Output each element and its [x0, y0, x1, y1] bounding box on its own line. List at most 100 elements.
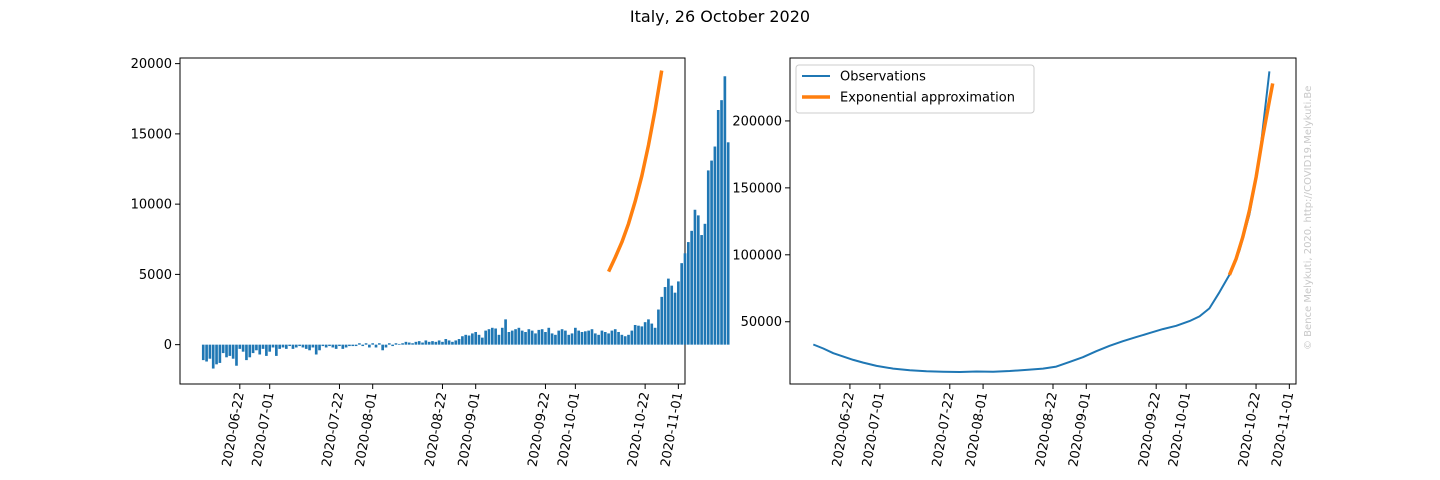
- daily-change-bar: [710, 160, 713, 345]
- daily-change-bar: [560, 329, 564, 345]
- daily-change-bar: [288, 344, 291, 347]
- daily-change-bar: [201, 344, 205, 361]
- daily-change-bar: [451, 341, 454, 345]
- daily-change-bar: [597, 334, 600, 345]
- daily-change-bar: [278, 344, 281, 349]
- daily-change-bar: [231, 344, 235, 359]
- daily-change-bar: [593, 333, 597, 345]
- daily-change-bar: [547, 327, 551, 345]
- daily-change-bar: [500, 327, 504, 345]
- daily-change-bar: [537, 329, 541, 345]
- daily-change-bar: [494, 328, 497, 345]
- daily-change-bar: [364, 343, 368, 345]
- daily-change-bar: [338, 344, 341, 347]
- daily-change-bar: [255, 344, 258, 351]
- daily-change-bar: [431, 341, 434, 345]
- daily-change-bar: [384, 344, 388, 348]
- daily-change-bar: [368, 344, 371, 348]
- daily-change-bar: [371, 343, 375, 345]
- daily-change-bar: [348, 344, 351, 347]
- daily-change-bar: [600, 330, 604, 345]
- daily-change-bar: [378, 343, 381, 345]
- daily-change-bar: [271, 344, 275, 348]
- left-exponential-fit-line: [607, 70, 664, 273]
- daily-change-bar: [427, 341, 431, 345]
- daily-change-bar: [570, 333, 574, 345]
- daily-change-bar: [248, 344, 252, 358]
- daily-change-bar: [550, 333, 554, 345]
- daily-change-bar: [650, 323, 654, 345]
- right-exponential-approximation-line: [1227, 83, 1275, 276]
- daily-change-bar: [677, 281, 680, 345]
- daily-change-bar: [716, 109, 720, 345]
- daily-change-bar: [391, 344, 394, 347]
- daily-change-bar: [221, 344, 225, 354]
- daily-change-bar: [726, 142, 730, 345]
- daily-change-bar: [404, 341, 408, 345]
- daily-change-bar: [490, 327, 494, 345]
- daily-change-bar: [387, 343, 391, 345]
- daily-change-bar: [397, 343, 401, 345]
- daily-change-bar: [417, 341, 421, 345]
- right-observations-line: [812, 71, 1271, 373]
- daily-change-bar: [577, 330, 581, 345]
- daily-change-bar: [477, 334, 481, 345]
- daily-change-bar: [567, 334, 571, 345]
- daily-change-bar: [670, 285, 674, 345]
- daily-change-bar: [381, 344, 384, 351]
- daily-change-bar: [620, 334, 624, 345]
- legend-box: [795, 64, 1035, 114]
- daily-change-bar: [205, 344, 208, 362]
- daily-change-bar: [627, 334, 630, 345]
- daily-change-bar: [457, 339, 461, 345]
- daily-change-bar: [504, 319, 507, 345]
- legend-label-observations: Observations: [840, 70, 926, 85]
- right-axes-frame: [789, 57, 1297, 385]
- daily-change-bar: [275, 344, 278, 356]
- daily-change-bar: [467, 335, 471, 345]
- daily-change-bar: [507, 332, 511, 345]
- daily-change-bar: [603, 332, 607, 345]
- daily-change-bar: [258, 344, 262, 355]
- daily-change-bar: [680, 263, 684, 345]
- daily-change-bar: [564, 330, 567, 345]
- daily-change-bar: [331, 344, 335, 348]
- daily-change-bar: [235, 344, 238, 366]
- daily-change-bar: [238, 344, 242, 349]
- daily-change-bar: [301, 344, 305, 348]
- figure-title: Italy, 26 October 2020: [630, 7, 810, 26]
- daily-change-bar: [208, 344, 212, 359]
- left-y-tick-label: 5000: [139, 268, 172, 283]
- daily-change-bar: [324, 344, 328, 348]
- right-y-tick-label: 100000: [732, 248, 782, 263]
- daily-change-bar: [311, 344, 315, 348]
- daily-change-bar: [358, 343, 361, 345]
- daily-change-bar: [251, 344, 255, 354]
- daily-change-bar: [225, 344, 228, 358]
- daily-change-bar: [344, 344, 348, 348]
- left-y-tick-label: 10000: [131, 198, 172, 213]
- daily-change-bar: [314, 344, 318, 355]
- left-y-tick-label: 0: [164, 338, 172, 353]
- daily-change-bar: [351, 344, 355, 347]
- right-y-axis: 50000 100000 150000 200000: [732, 114, 790, 330]
- daily-change-bar: [471, 333, 474, 345]
- daily-change-bar: [686, 242, 690, 345]
- daily-change-bar: [281, 344, 285, 348]
- daily-change-bar: [657, 309, 660, 345]
- daily-change-bar: [361, 344, 365, 347]
- daily-change-bar: [700, 235, 703, 345]
- daily-change-bar: [640, 326, 644, 345]
- daily-change-bar: [354, 344, 358, 347]
- daily-change-bar: [394, 343, 398, 345]
- legend-label-exponential: Exponential approximation: [840, 91, 1015, 106]
- daily-change-bar: [481, 337, 484, 345]
- daily-change-bar: [557, 330, 561, 345]
- legend: Observations Exponential approximation: [795, 64, 1035, 114]
- daily-change-bar: [434, 341, 438, 345]
- daily-change-bar: [484, 330, 487, 345]
- daily-change-bar: [617, 332, 620, 345]
- right-y-tick-label: 150000: [732, 181, 782, 196]
- daily-change-bar: [520, 330, 524, 345]
